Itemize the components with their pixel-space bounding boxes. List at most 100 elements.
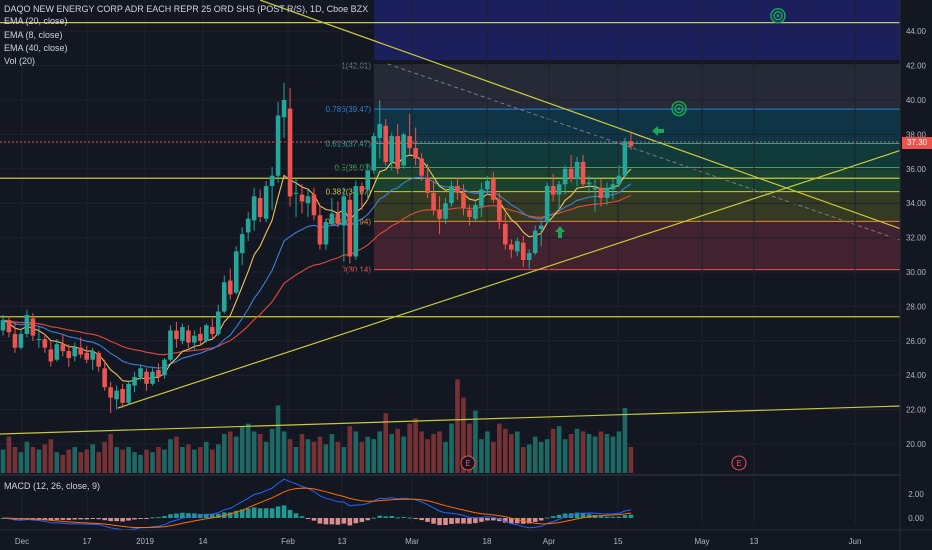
candle-body (622, 141, 628, 176)
macd-tick-label: 0.00 (908, 514, 924, 523)
price-tick-label: 24.00 (906, 371, 927, 380)
macd-pane[interactable] (0, 478, 634, 531)
macd-histogram-bar (54, 518, 60, 520)
fib-level-label: 0.5(36.07) (335, 164, 372, 173)
candle-body (520, 242, 526, 260)
earnings-marker-label: E (736, 459, 741, 468)
candle-body (150, 371, 155, 384)
macd-histogram-bar (329, 518, 335, 525)
candle-body (353, 186, 359, 257)
time-tick-label: Jun (849, 537, 862, 546)
candle-body (126, 383, 131, 403)
time-tick-label: 17 (83, 537, 92, 546)
volume-bar (532, 436, 538, 473)
volume-bar (622, 408, 628, 473)
candle-body (341, 196, 347, 226)
volume-bar (383, 413, 389, 473)
macd-histogram-bar (461, 518, 466, 524)
candle-body (431, 192, 436, 211)
candle-body (485, 180, 490, 190)
volume-bar (251, 431, 257, 473)
candle-body (30, 318, 36, 336)
candle-body (180, 327, 185, 341)
macd-histogram-bar (538, 518, 544, 521)
macd-histogram-bar (383, 516, 389, 518)
volume-bar (550, 428, 556, 473)
macd-histogram-bar (227, 512, 233, 518)
candle-body (371, 136, 377, 171)
candle-body (120, 388, 125, 403)
current-price-label: 37.30 (902, 137, 932, 149)
volume-bar (156, 447, 161, 473)
candle-body (323, 222, 329, 245)
candle-body (42, 339, 48, 348)
candle-body (389, 136, 394, 162)
candle-body (377, 124, 383, 138)
candle-body (526, 253, 532, 260)
candle-body (138, 368, 143, 377)
candle-body (174, 330, 179, 340)
ascending-trendline (117, 139, 932, 409)
macd-histogram-bar (257, 508, 263, 518)
candle-body (84, 352, 90, 360)
fib-band (374, 167, 904, 192)
indicator-ema8-label[interactable]: EMA (8, close) (4, 30, 63, 40)
volume-bar (491, 441, 496, 473)
descending-trendline (259, 0, 932, 241)
macd-histogram-bar (102, 518, 107, 521)
macd-histogram-bar (616, 516, 622, 518)
macd-histogram-bar (628, 514, 634, 518)
macd-indicator-label[interactable]: MACD (12, 26, close, 9) (4, 481, 101, 491)
volume-bar (329, 434, 335, 473)
candle-body (257, 198, 263, 217)
volume-bar (150, 452, 155, 473)
macd-histogram-bar (479, 518, 484, 522)
volume-bar (311, 441, 317, 473)
volume-bar (108, 434, 113, 473)
macd-histogram-bar (239, 509, 245, 518)
macd-histogram-bar (287, 509, 293, 518)
fib-level-label: 0(30.14) (341, 266, 371, 275)
volume-bar (604, 434, 610, 473)
volume-bar (78, 452, 84, 473)
time-tick-label: May (694, 537, 709, 546)
volume-bar (556, 426, 562, 473)
candle-body (592, 187, 598, 190)
price-tick-label: 36.00 (906, 165, 927, 174)
volume-bar (485, 431, 490, 473)
macd-histogram-bar (377, 515, 383, 518)
macd-histogram-bar (78, 518, 84, 520)
volume-bar (377, 431, 383, 473)
volume-bar (419, 431, 424, 473)
indicator-ema40-label[interactable]: EMA (40, close) (4, 43, 68, 53)
arrow-left-icon (652, 126, 664, 136)
macd-histogram-bar (114, 518, 119, 522)
candle-body (437, 210, 442, 219)
target-icon-dot (677, 107, 681, 111)
volume-bar (455, 379, 460, 473)
macd-histogram-bar (120, 518, 125, 522)
indicator-ema20-label[interactable]: EMA (20, close) (4, 16, 68, 26)
macd-histogram-bar (245, 508, 251, 518)
candle-body (550, 186, 556, 195)
candle-body (36, 339, 42, 341)
candle-body (221, 282, 227, 312)
candle-body (467, 210, 472, 217)
volume-bar (443, 441, 448, 473)
indicator-volume-label[interactable]: Vol (20) (4, 56, 36, 66)
candle-body (461, 192, 466, 209)
candle-body (568, 168, 574, 180)
volume-bar (473, 410, 478, 473)
trendlines[interactable] (0, 0, 932, 435)
macd-histogram-bar (598, 516, 604, 518)
macd-histogram-bar (544, 517, 550, 519)
candle-body (479, 189, 484, 207)
candle-body (317, 215, 323, 245)
volume-bar (269, 428, 275, 473)
macd-histogram-bar (497, 518, 502, 522)
volume-bar (628, 447, 634, 473)
volume-bar (245, 423, 251, 473)
macd-histogram-bar (30, 518, 36, 519)
